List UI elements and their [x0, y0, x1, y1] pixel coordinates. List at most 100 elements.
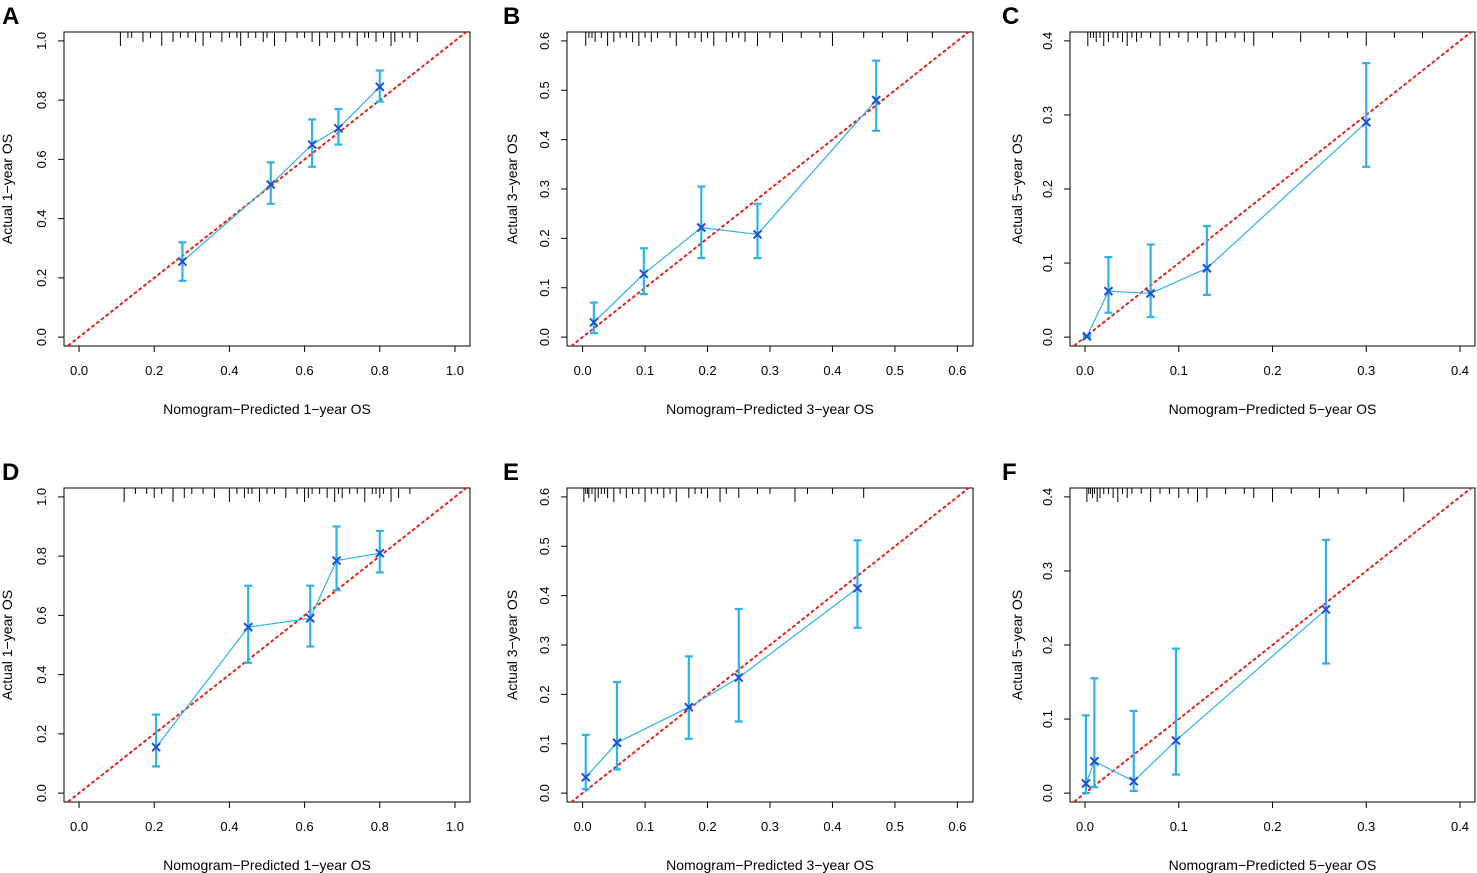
error-bar — [697, 185, 706, 260]
panel-c: C 0.0 0.1 0.2 0.3 0.4 0.0 0.1 0.2 0.3 0.4 Nomogram−… — [1002, 3, 1476, 417]
x-tick-label: 0.2 — [145, 819, 163, 834]
calibration-curve — [1086, 121, 1367, 337]
x-tick-label: 0.6 — [296, 819, 314, 834]
x-tick-label: 0.1 — [636, 363, 654, 378]
data-point-stroke — [871, 95, 881, 105]
data-point-stroke — [333, 123, 344, 133]
x-tick-label: 0.0 — [1076, 819, 1094, 834]
data-point — [612, 738, 622, 748]
y-tick-label: 0.4 — [537, 587, 552, 605]
error-bar — [1129, 709, 1138, 792]
data-point-stroke — [1129, 776, 1139, 786]
data-point — [696, 222, 706, 233]
error-bar — [332, 525, 341, 592]
x-axis-title: Nomogram−Predicted 1−year OS — [163, 401, 371, 417]
x-tick-label: 0.2 — [698, 819, 716, 834]
data-point-stroke — [589, 317, 599, 328]
x-tick-label: 0.3 — [761, 819, 779, 834]
y-tick-label: 0.2 — [1040, 180, 1055, 198]
y-tick-label: 0.6 — [34, 606, 49, 624]
error-bar — [872, 59, 881, 132]
y-axis-title: Actual 3−year OS — [504, 134, 520, 244]
y-tick-label: 0.3 — [1040, 106, 1055, 124]
data-point-stroke — [1321, 604, 1331, 615]
x-tick-label: 0.1 — [636, 819, 654, 834]
x-tick-label: 0.4 — [1451, 363, 1469, 378]
y-tick-label: 0.4 — [1040, 32, 1055, 50]
error-bar — [1090, 677, 1099, 789]
data-point-stroke — [307, 139, 317, 150]
x-tick-label: 0.0 — [70, 819, 88, 834]
y-tick-label: 0.1 — [537, 735, 552, 753]
y-tick-label: 0.4 — [537, 131, 552, 149]
data-point-stroke — [1089, 756, 1100, 766]
data-point — [684, 702, 694, 712]
x-tick-label: 0.2 — [1263, 363, 1281, 378]
y-tick-label: 0.1 — [537, 279, 552, 297]
y-tick-label: 0.0 — [1040, 328, 1055, 346]
y-axis-title: Actual 1−year OS — [0, 134, 15, 244]
y-tick-label: 0.4 — [34, 666, 49, 684]
x-tick-label: 0.2 — [145, 363, 163, 378]
x-tick-label: 0.3 — [761, 363, 779, 378]
x-tick-label: 1.0 — [446, 363, 464, 378]
y-tick-label: 0.0 — [537, 784, 552, 802]
x-tick-label: 0.3 — [1357, 819, 1375, 834]
panel-e: E 0.0 0.1 0.2 0.3 0.4 0.5 0.6 0.0 0.1 0.2 0.3 0.4 0.5… — [503, 459, 974, 873]
error-bar — [306, 584, 315, 648]
y-axis-title: Actual 5−year OS — [1009, 590, 1025, 700]
error-bar — [308, 118, 317, 168]
y-tick-label: 0.2 — [34, 725, 49, 743]
error-bar — [266, 161, 275, 205]
data-point-stroke — [684, 702, 694, 712]
ideal-line — [569, 32, 971, 346]
error-bar — [734, 607, 743, 723]
x-tick-label: 0.6 — [948, 363, 966, 378]
data-point-stroke — [696, 222, 706, 233]
x-tick-label: 0.5 — [886, 819, 904, 834]
data-point-stroke — [639, 269, 649, 279]
error-bar — [639, 247, 648, 296]
data-point-stroke — [177, 256, 188, 267]
data-point — [375, 548, 385, 558]
data-point — [734, 672, 744, 683]
data-point — [1081, 778, 1091, 789]
data-point — [375, 82, 385, 92]
data-point — [266, 179, 276, 190]
error-bar — [589, 301, 598, 335]
data-point — [1103, 286, 1114, 296]
error-bar — [684, 655, 693, 740]
y-tick-label: 0.0 — [34, 328, 49, 346]
plot-area — [1072, 32, 1473, 346]
error-bar — [753, 202, 762, 260]
panel-letter: C — [1002, 3, 1019, 30]
data-point-stroke — [266, 179, 276, 190]
y-tick-label: 0.3 — [537, 636, 552, 654]
error-bar — [1171, 647, 1180, 776]
y-tick-label: 0.6 — [537, 488, 552, 506]
plot-area — [66, 488, 468, 802]
panel-letter: A — [2, 3, 19, 30]
y-tick-label: 0.5 — [537, 81, 552, 99]
x-tick-label: 1.0 — [446, 819, 464, 834]
data-point — [1145, 288, 1156, 299]
x-tick-label: 0.4 — [220, 819, 238, 834]
data-point-stroke — [1361, 117, 1371, 128]
error-bar — [1146, 243, 1155, 319]
data-point — [871, 95, 881, 105]
ideal-line — [1072, 32, 1473, 346]
y-tick-label: 0.8 — [34, 547, 49, 565]
data-point — [1082, 331, 1092, 342]
x-tick-label: 0.4 — [823, 819, 841, 834]
data-point-stroke — [612, 738, 622, 748]
data-point-stroke — [1202, 263, 1212, 273]
y-tick-label: 1.0 — [34, 488, 49, 506]
data-point — [305, 613, 315, 624]
error-bar — [1202, 224, 1211, 297]
error-bar — [1104, 256, 1113, 314]
calibration-curve — [593, 99, 877, 323]
x-tick-label: 0.4 — [823, 363, 841, 378]
y-tick-label: 1.0 — [34, 32, 49, 50]
x-tick-label: 0.5 — [886, 363, 904, 378]
y-axis-title: Actual 1−year OS — [0, 590, 15, 700]
